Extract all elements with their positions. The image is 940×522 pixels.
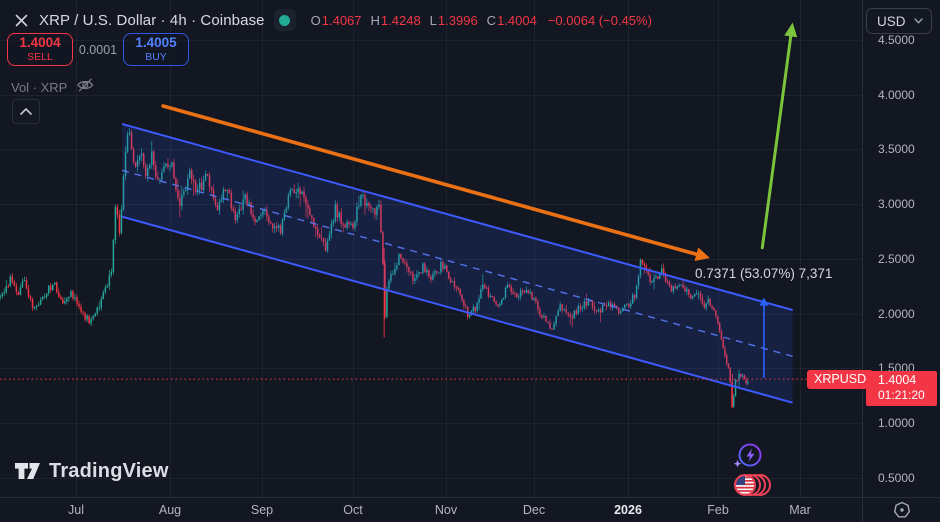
price-axis-tick: 2.0000 [878, 306, 915, 321]
price-line-symbol-tag: XRPUSD [807, 370, 874, 389]
visibility-off-icon[interactable] [76, 77, 95, 98]
time-axis-tick: 2026 [614, 503, 642, 517]
close-icon[interactable] [12, 11, 30, 29]
time-axis-tick: Oct [343, 503, 363, 517]
tradingview-mark-icon [15, 463, 40, 479]
price-axis-tick: 4.5000 [878, 33, 915, 47]
symbol-title[interactable]: XRP / U.S. Dollar · 4h · Coinbase [39, 11, 265, 29]
sell-label: SELL [27, 50, 53, 63]
tradingview-logo[interactable]: TradingView [14, 459, 169, 483]
current-price-value: 1.4004 [878, 373, 917, 387]
ohlc-values: O1.4067 H1.4248 L1.3996 C1.4004 −0.0064 … [311, 13, 652, 28]
price-axis[interactable]: 1.4004 01:21:20 4.5000 4.0000 3.5000 3.0000… [863, 0, 940, 497]
currency-dropdown[interactable]: USD [866, 8, 932, 34]
high-key: H [370, 12, 380, 28]
volume-indicator-row: Vol · XRP [11, 77, 95, 98]
candlestick-canvas[interactable] [0, 0, 862, 497]
price-axis-tick: 3.0000 [878, 197, 915, 212]
market-open-dot-icon [279, 14, 291, 26]
time-axis-tick: Jul [68, 503, 84, 517]
buy-label: BUY [145, 50, 167, 63]
change-value: −0.0064 (−0.45%) [547, 12, 652, 28]
us-flag-events-icon[interactable] [734, 474, 771, 496]
spread-value: 0.0001 [78, 42, 118, 57]
axis-separator-vertical [862, 0, 863, 522]
buy-button[interactable]: 1.4005 BUY [123, 33, 189, 66]
price-axis-tick: 4.0000 [878, 87, 915, 102]
tradingview-logo-text: TradingView [49, 459, 169, 482]
price-axis-tick: 2.5000 [878, 251, 915, 266]
open-value: 1.4067 [321, 12, 362, 28]
time-axis-tick: Aug [158, 503, 182, 517]
currency-dropdown-value: USD [877, 13, 906, 29]
market-status-chip[interactable] [273, 9, 296, 31]
open-key: O [310, 12, 321, 28]
low-value: 1.3996 [437, 12, 478, 28]
sell-price: 1.4004 [19, 35, 61, 51]
price-axis-tick: 1.0000 [878, 415, 915, 430]
time-axis[interactable]: Jul Aug Sep Oct Nov Dec 2026 Feb Mar [0, 498, 862, 522]
time-axis-tick: Dec [522, 503, 546, 517]
buy-price: 1.4005 [135, 35, 177, 51]
close-value: 1.4004 [497, 12, 537, 28]
time-axis-tick: Nov [434, 503, 458, 517]
measurement-label: 0.7371 (53.07%) 7,371 [695, 266, 833, 281]
price-axis-tick: 3.5000 [878, 142, 915, 157]
axis-settings-button[interactable] [863, 498, 940, 522]
chart-legend: XRP / U.S. Dollar · 4h · Coinbase O1.406… [12, 8, 652, 32]
high-value: 1.4248 [380, 12, 421, 28]
time-axis-tick: Mar [789, 503, 811, 517]
gear-icon [893, 501, 910, 518]
chevron-up-icon [20, 108, 32, 115]
current-price-label: 1.4004 01:21:20 [866, 371, 937, 406]
time-axis-tick: Sep [250, 503, 274, 517]
trade-widget: 1.4004 SELL 0.0001 1.4005 BUY [7, 33, 189, 66]
chevron-down-icon [914, 18, 923, 24]
chart-pane[interactable]: 0.7371 (53.07%) 7,371 XRPUSD XRP / U.S. … [0, 0, 874, 497]
axis-separator-horizontal [0, 497, 940, 498]
price-axis-tick: 0.5000 [878, 470, 915, 485]
collapse-panel-button[interactable] [12, 99, 40, 124]
bar-countdown: 01:21:20 [878, 388, 925, 402]
sell-button[interactable]: 1.4004 SELL [7, 33, 73, 66]
close-key: C [486, 12, 497, 28]
lightning-event-icon[interactable] [733, 443, 762, 468]
time-axis-tick: Feb [707, 503, 729, 517]
low-key: L [429, 12, 437, 28]
chart-event-icons [731, 441, 775, 502]
volume-indicator-label: Vol · XRP [11, 80, 68, 95]
